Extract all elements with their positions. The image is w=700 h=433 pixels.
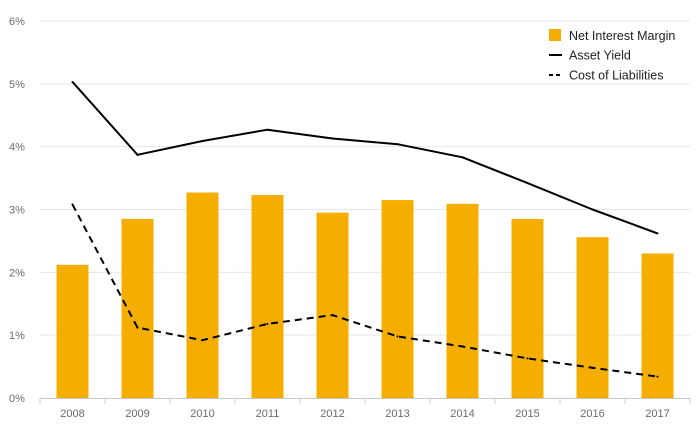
x-tick-label: 2010 [190, 408, 214, 420]
line-asset-yield [71, 81, 658, 235]
point-cost-of-liabilities-2015 [526, 357, 529, 360]
bar-2008 [56, 264, 89, 398]
x-tick-label: 2013 [385, 408, 409, 420]
point-cost-of-liabilities-2014 [461, 345, 464, 348]
point-asset-yield-2008 [71, 80, 74, 83]
point-asset-yield-2017 [656, 232, 659, 235]
y-tick-label: 4% [9, 142, 25, 154]
y-tick-label: 6% [9, 16, 25, 28]
point-asset-yield-2016 [591, 208, 594, 211]
bar-2011 [251, 195, 284, 398]
legend-label-cost-of-liabilities: Cost of Liabilities [569, 69, 664, 83]
x-tick-label: 2016 [580, 408, 604, 420]
bar-2012 [316, 212, 349, 398]
x-tick-label: 2012 [320, 408, 344, 420]
legend-label-asset-yield: Asset Yield [569, 49, 631, 63]
legend-label-net-interest-margin: Net Interest Margin [569, 29, 675, 43]
point-asset-yield-2013 [396, 143, 399, 146]
point-asset-yield-2010 [201, 140, 204, 143]
x-tick-label: 2017 [645, 408, 669, 420]
point-cost-of-liabilities-2008 [71, 203, 74, 206]
bar-2017 [641, 253, 674, 398]
x-tick-label: 2011 [256, 408, 280, 420]
legend: Net Interest Margin Asset Yield Cost of … [549, 29, 675, 83]
bar-2009 [121, 218, 154, 398]
bar-series [56, 192, 674, 398]
point-cost-of-liabilities-2017 [656, 375, 659, 378]
bar-2016 [576, 237, 609, 398]
x-tick-label: 2015 [515, 408, 539, 420]
point-asset-yield-2011 [266, 128, 269, 131]
y-tick-label: 2% [9, 267, 25, 279]
y-tick-label: 1% [9, 330, 25, 342]
point-cost-of-liabilities-2009 [136, 326, 139, 329]
bar-2010 [186, 192, 219, 398]
point-cost-of-liabilities-2010 [201, 339, 204, 342]
y-tick-label: 3% [9, 205, 25, 217]
point-cost-of-liabilities-2012 [331, 314, 334, 317]
point-cost-of-liabilities-2016 [591, 366, 594, 369]
bar-2015 [511, 218, 544, 398]
y-tick-label: 5% [9, 79, 25, 91]
point-asset-yield-2009 [136, 153, 139, 156]
legend-swatch-net-interest-margin [549, 29, 561, 41]
x-tick-label: 2008 [60, 408, 84, 420]
x-tick-label: 2014 [450, 408, 474, 420]
point-asset-yield-2015 [526, 182, 529, 185]
point-asset-yield-2012 [331, 137, 334, 140]
point-cost-of-liabilities-2013 [396, 335, 399, 338]
point-cost-of-liabilities-2011 [266, 322, 269, 325]
x-tick-label: 2009 [125, 408, 149, 420]
bar-2014 [446, 203, 479, 398]
x-axis: 2008 2009 2010 2011 2012 2013 2014 2015 2016 2017 [39, 398, 691, 420]
point-asset-yield-2014 [461, 156, 464, 159]
bar-2013 [381, 200, 414, 398]
y-axis-ticks: 0% 1% 2% 3% 4% 5% 6% [9, 16, 25, 405]
y-tick-label: 0% [9, 393, 25, 405]
line-series [71, 80, 659, 378]
line-cost-of-liabilities [71, 204, 658, 378]
